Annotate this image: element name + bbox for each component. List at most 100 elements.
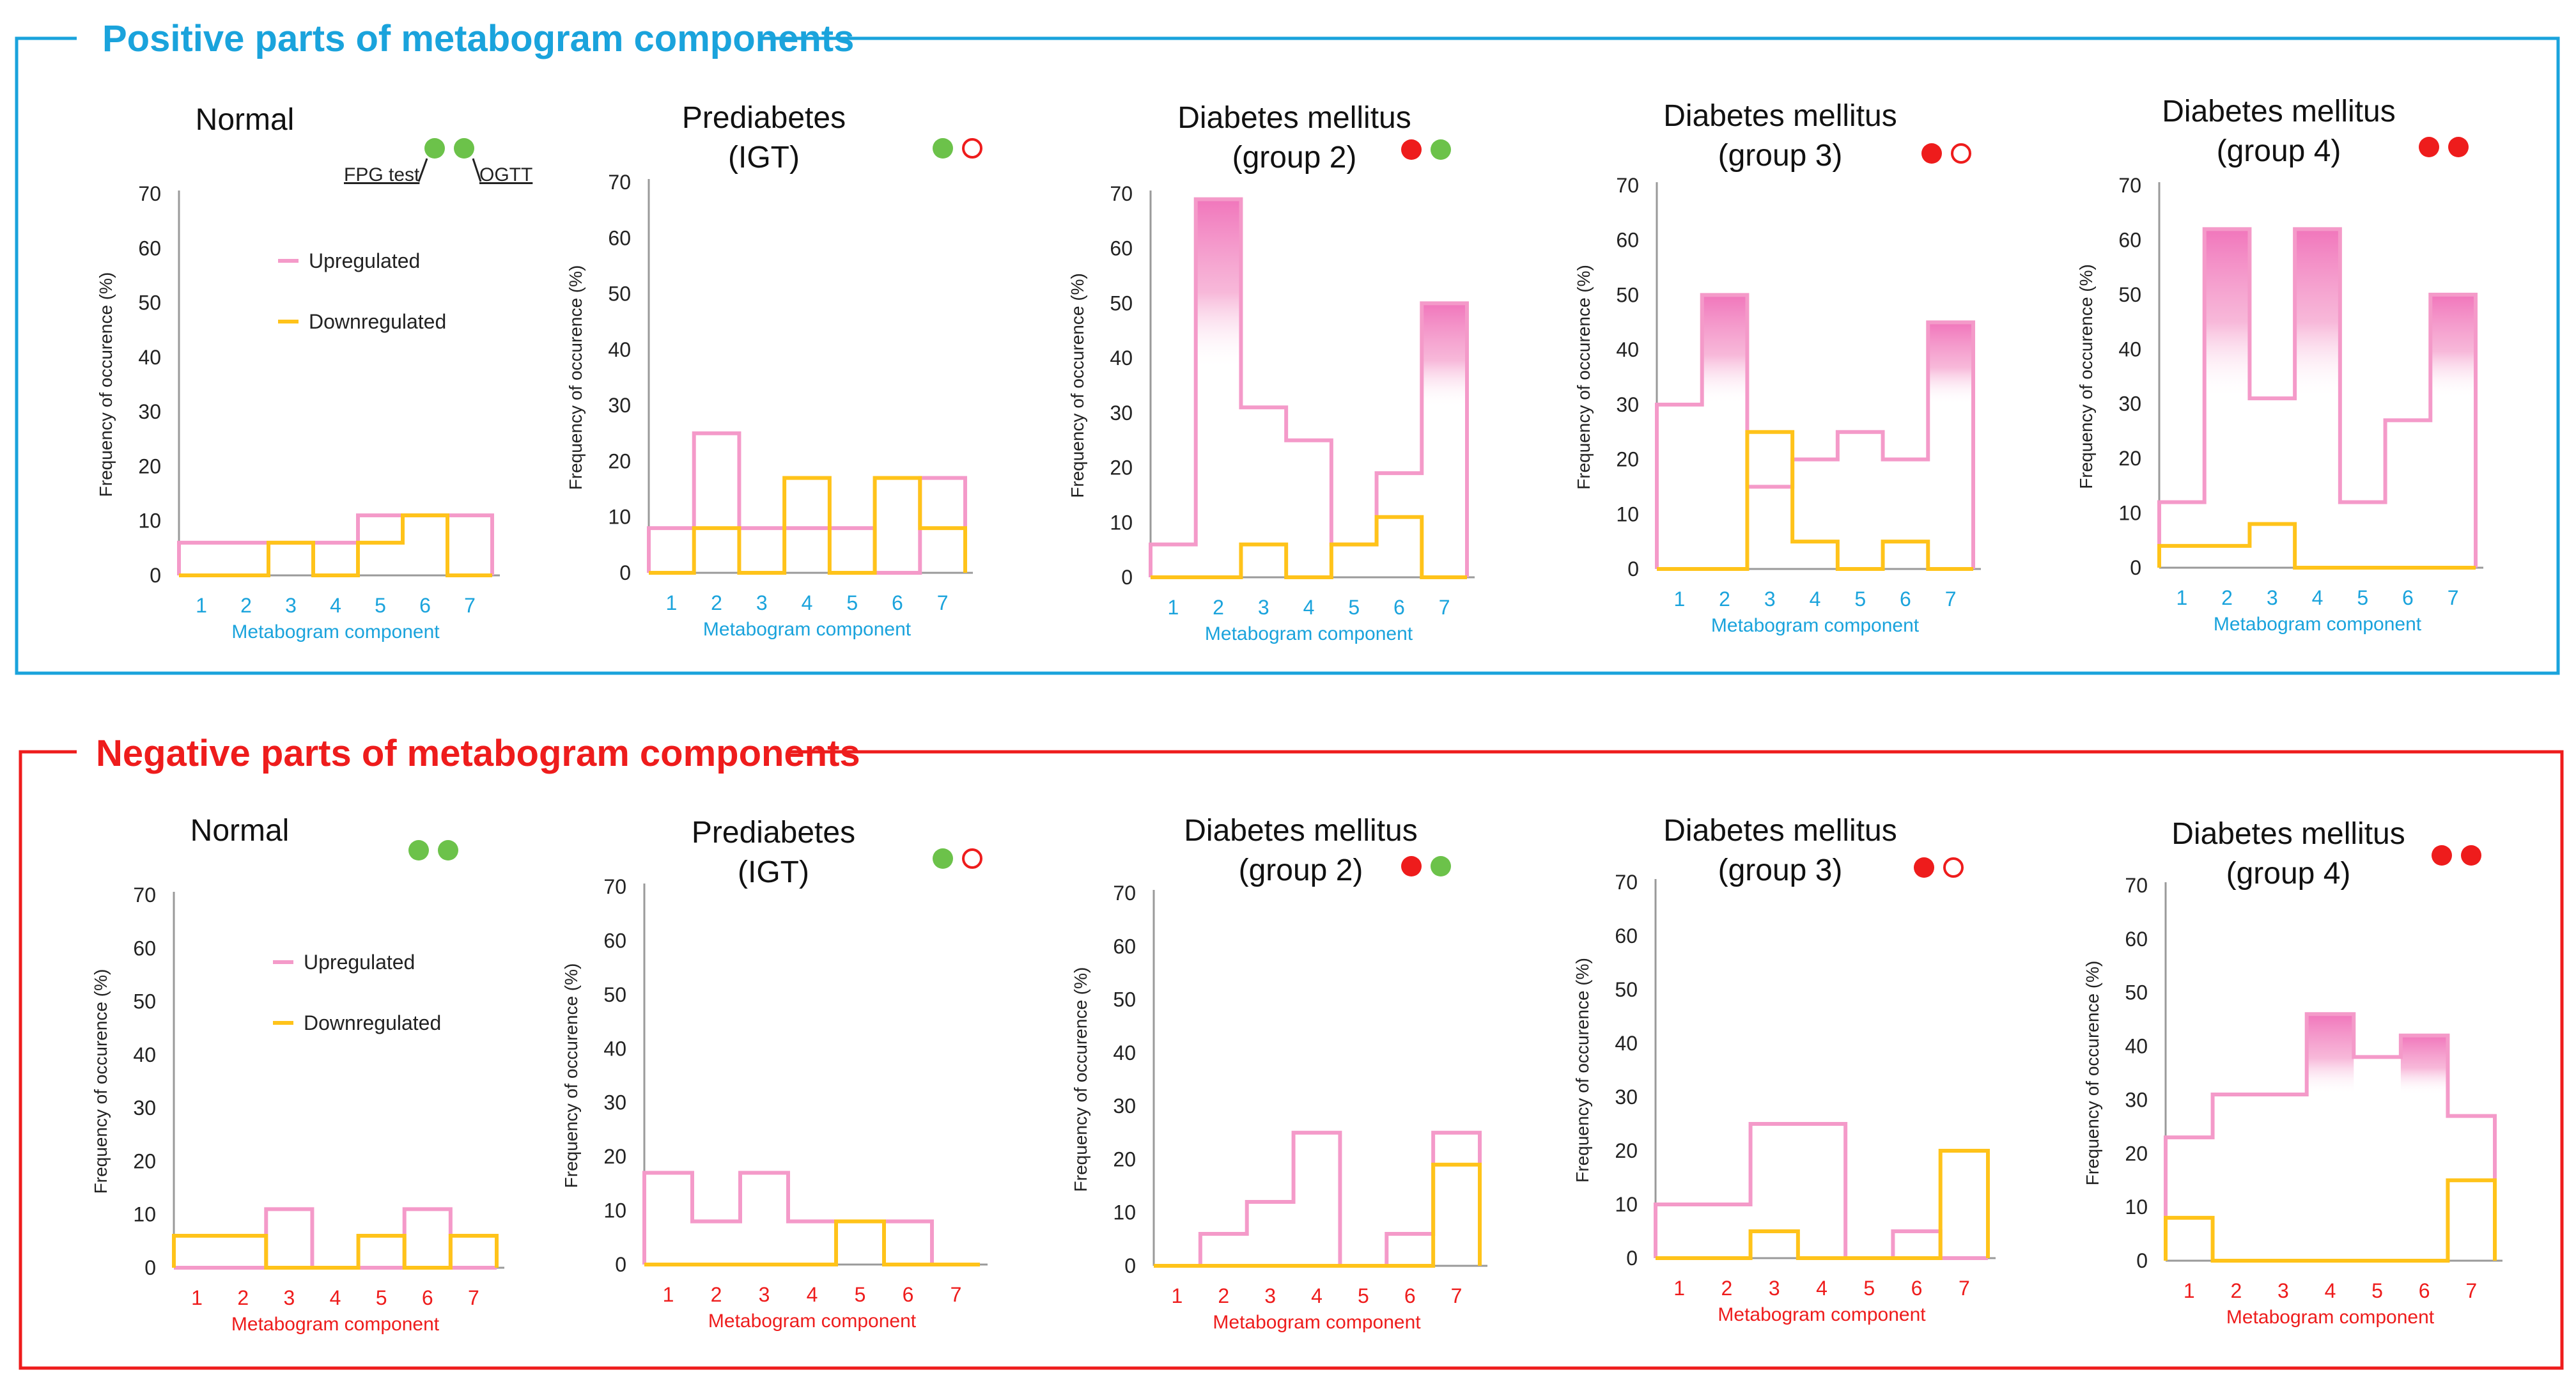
fpg-pointer (417, 158, 428, 182)
data-step-5 (2340, 566, 2386, 570)
y-tick-label: 70 (133, 884, 156, 907)
x-axis-label: Metabogram component (708, 1311, 917, 1332)
series-downregulated (1656, 1149, 1990, 1260)
data-step-2 (220, 1234, 266, 1238)
y-tick-label: 50 (2118, 283, 2141, 306)
data-step-1 (2166, 1135, 2213, 1139)
y-tick-label: 30 (2125, 1088, 2148, 1111)
indicator-dot-green (1431, 139, 1451, 160)
data-step-4 (313, 541, 358, 545)
data-step-1 (1656, 1203, 1703, 1206)
chart-title: Prediabetes (692, 816, 855, 850)
data-step-6 (2401, 1034, 2448, 1038)
data-step-4 (1286, 439, 1331, 442)
indicator-dot-red-open (1943, 857, 1964, 878)
indicator-dot-red (2432, 845, 2452, 866)
y-tick-label: 20 (2118, 447, 2141, 470)
y-tick-label: 30 (138, 400, 161, 423)
data-step-5 (830, 526, 875, 530)
y-tick-label: 60 (1616, 229, 1639, 252)
y-tick-label: 0 (1626, 1247, 1638, 1270)
chart-title: (group 2) (1232, 141, 1357, 175)
data-step-1 (2159, 544, 2205, 548)
y-tick-label: 50 (1110, 292, 1133, 315)
y-tick-label: 60 (608, 226, 631, 249)
data-step-3 (1751, 1122, 1798, 1126)
data-step-3 (1747, 485, 1792, 488)
data-step-7 (920, 476, 965, 480)
y-tick-label: 20 (1110, 456, 1133, 479)
chart-panel-6: 0 10 20 30 40 50 60 70 1 2 3 4 5 6 7 Metabogram compone… (91, 814, 504, 1335)
x-tick-label: 4 (1303, 596, 1315, 619)
data-step-4 (1294, 1131, 1340, 1135)
data-step-1 (1151, 543, 1196, 547)
data-step-7 (447, 573, 492, 577)
step-line-downregulated (2164, 1178, 2497, 1263)
data-step-3 (1751, 1229, 1798, 1233)
y-tick-label: 40 (608, 338, 631, 361)
series-downregulated (179, 513, 492, 577)
y-tick-label: 50 (138, 292, 161, 315)
series-downregulated (1151, 515, 1467, 579)
data-step-2 (224, 573, 268, 577)
chart-title: (group 3) (1718, 139, 1843, 173)
y-tick-label: 10 (133, 1203, 156, 1226)
data-step-3 (739, 526, 784, 530)
ogtt-label: OGTT (479, 164, 532, 185)
chart-title: Prediabetes (682, 101, 846, 135)
y-tick-label: 70 (2118, 174, 2141, 197)
data-step-6 (403, 513, 447, 517)
y-tick-label: 20 (1615, 1139, 1638, 1162)
chart-title: Diabetes mellitus (2162, 95, 2395, 128)
step-line-upregulated (1654, 1122, 1988, 1260)
gradient-fill (2295, 229, 2340, 399)
x-tick-label: 1 (2184, 1279, 2195, 1302)
series-upregulated (1154, 1130, 1482, 1268)
step-line-upregulated (1154, 1130, 1482, 1268)
data-step-3 (1241, 405, 1286, 409)
x-tick-label: 1 (1673, 1277, 1685, 1300)
chart-title: (IGT) (728, 141, 800, 175)
y-tick-label: 60 (1113, 935, 1136, 958)
x-tick-label: 1 (2176, 586, 2187, 609)
chart-title: Diabetes mellitus (1663, 814, 1897, 848)
y-tick-label: 20 (133, 1149, 156, 1172)
data-step-7 (2430, 566, 2476, 570)
data-step-7 (1928, 320, 1973, 324)
series-upregulated (1149, 197, 1469, 577)
y-tick-label: 70 (608, 171, 631, 194)
indicator-dot-red (2419, 137, 2439, 157)
step-line-upregulated (647, 431, 967, 575)
data-step-3 (266, 1207, 312, 1211)
data-step-7 (447, 513, 492, 517)
y-tick-label: 40 (603, 1037, 626, 1060)
data-step-1 (1151, 575, 1196, 579)
data-step-6 (875, 571, 920, 575)
data-step-2 (1702, 293, 1748, 297)
step-line-upregulated (1655, 293, 1975, 569)
chart-panel-8: 0 10 20 30 40 50 60 70 1 2 3 4 5 6 7 Metabogram compone… (1071, 814, 1487, 1333)
x-tick-label: 1 (665, 591, 677, 614)
data-step-1 (1656, 1256, 1703, 1260)
x-tick-label: 5 (1348, 596, 1360, 619)
data-step-6 (1386, 1232, 1433, 1236)
x-tick-label: 6 (892, 591, 903, 614)
negative-section-title: Negative parts of metabogram components (96, 733, 860, 774)
data-step-7 (932, 1263, 980, 1266)
y-tick-label: 50 (603, 983, 626, 1006)
data-step-7 (1433, 1131, 1480, 1135)
data-step-3 (1747, 430, 1792, 434)
gradient-fill (2306, 1014, 2354, 1095)
ogtt-pointer (472, 158, 482, 182)
data-step-2 (2205, 227, 2250, 231)
series-downregulated (1154, 1162, 1482, 1268)
step-line-downregulated (649, 476, 967, 575)
chart-panel-2: 0 10 20 30 40 50 60 70 1 2 3 4 5 6 7 Metabogram compone… (566, 101, 982, 640)
x-tick-label: 1 (1172, 1284, 1183, 1307)
y-tick-label: 0 (1121, 566, 1133, 589)
data-step-2 (2213, 1093, 2260, 1096)
indicator-dot-green (933, 848, 953, 869)
data-step-2 (692, 1219, 740, 1223)
y-axis-label: Frequency of occurence (%) (96, 272, 116, 497)
